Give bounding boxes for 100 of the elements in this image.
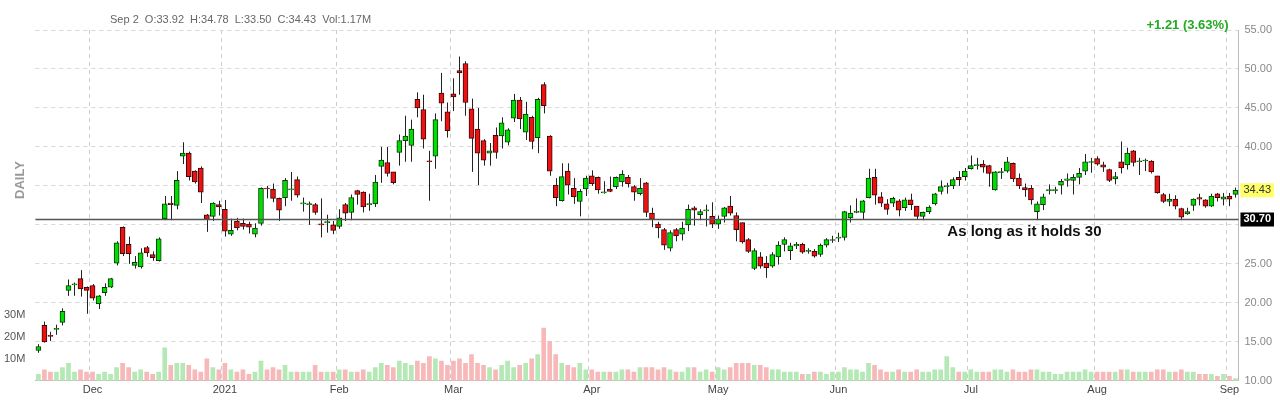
y-tick-label: 15.00	[1244, 334, 1272, 347]
bar	[523, 362, 528, 381]
bar	[1221, 373, 1226, 381]
candlestick	[661, 227, 667, 251]
x-tick-label: Aug	[1087, 383, 1107, 396]
annotation: 34.43	[1243, 183, 1271, 196]
candlestick	[751, 247, 758, 271]
candlestick	[71, 282, 78, 297]
chart-subtitle: Sep 2 O:33.92 H:34.78 L:33.50 C:34.43 Vol:1.17M	[110, 13, 372, 26]
candlestick	[1028, 184, 1034, 206]
candlestick	[173, 170, 180, 210]
candlestick	[667, 229, 673, 252]
bar	[589, 369, 595, 381]
y-tick-label: 55.00	[1244, 23, 1272, 36]
candlestick	[372, 174, 379, 208]
bar	[1118, 369, 1124, 381]
candlestick	[679, 221, 685, 241]
x-tick-label: Jul	[963, 383, 978, 396]
candlestick	[222, 199, 228, 238]
candlestick	[703, 204, 709, 227]
bar	[168, 365, 174, 381]
bar	[1124, 369, 1130, 381]
candlestick	[1142, 158, 1149, 172]
candlestick	[601, 180, 607, 195]
candlestick	[426, 150, 433, 202]
annotation: +1.21 (3.63%)	[1146, 16, 1229, 32]
annotation: As long as it holds 30	[947, 221, 1102, 239]
candlestick	[270, 183, 276, 203]
candlestick	[264, 185, 270, 199]
x-tick-label: 2021	[212, 383, 238, 396]
bar	[890, 371, 895, 381]
candlestick	[161, 195, 168, 221]
bar	[806, 373, 811, 381]
candlestick	[564, 162, 571, 195]
x-tick-label: Feb	[329, 383, 349, 396]
x-tick-label: Mar	[443, 383, 464, 396]
candlestick	[282, 177, 288, 207]
candlestick	[1064, 172, 1070, 188]
candlestick	[992, 170, 998, 192]
bar	[342, 369, 348, 381]
y2-tick-label: 20M	[3, 329, 26, 342]
candlestick	[1070, 173, 1076, 195]
candlestick	[1082, 153, 1088, 176]
y-tick-label: 50.00	[1244, 62, 1272, 75]
bar	[902, 371, 907, 381]
bar	[517, 365, 522, 381]
candlestick	[691, 205, 697, 227]
bar	[800, 373, 805, 381]
bar	[980, 371, 986, 381]
candlestick	[179, 141, 186, 165]
candlestick	[775, 240, 782, 266]
candlestick	[348, 193, 355, 221]
candlestick	[552, 177, 559, 207]
bar	[956, 371, 962, 381]
candlestick	[1124, 147, 1131, 171]
x-tick-label: Sep	[1219, 383, 1240, 396]
bar	[1209, 373, 1214, 381]
candlestick	[360, 190, 367, 213]
candlestick	[396, 133, 403, 167]
candlestick	[294, 176, 300, 199]
bar	[535, 354, 541, 381]
candlestick	[210, 201, 216, 222]
bar	[559, 362, 565, 381]
candlestick	[540, 81, 547, 114]
y-tick-label: 10.00	[1244, 373, 1272, 386]
x-tick-label: May	[707, 383, 730, 396]
candlestick	[300, 197, 306, 213]
bar	[812, 371, 817, 381]
bar	[348, 371, 354, 381]
candlestick	[733, 211, 740, 242]
bar	[487, 367, 492, 381]
bar	[36, 373, 41, 381]
ref-line-label: 30.70	[1243, 212, 1271, 225]
x-tick-label: Dec	[82, 383, 103, 396]
x-tick-label: Apr	[583, 383, 601, 396]
text: DAILY	[11, 160, 27, 199]
x-tick-label: Jun	[829, 383, 848, 396]
candlestick	[685, 204, 691, 232]
bar	[1227, 376, 1232, 381]
y2-tick-label: 30M	[3, 308, 26, 321]
candlestick	[336, 208, 343, 230]
bar	[1215, 376, 1220, 381]
y-tick-label: 40.00	[1244, 139, 1272, 152]
bar	[433, 358, 438, 381]
candlestick	[558, 162, 565, 202]
candlestick	[727, 195, 733, 217]
candlestick	[576, 188, 583, 217]
candlestick	[288, 171, 294, 202]
candlestick	[582, 175, 589, 197]
candlestick	[1034, 201, 1040, 221]
bar	[1166, 371, 1172, 381]
candlestick	[378, 146, 385, 184]
y-tick-label: 20.00	[1244, 295, 1272, 308]
candlestick	[649, 207, 655, 228]
candlestick	[318, 197, 324, 238]
candlestick	[570, 177, 577, 205]
candlestick	[1118, 140, 1124, 174]
bar	[336, 369, 342, 381]
bar	[493, 369, 498, 381]
bar	[1130, 371, 1136, 381]
